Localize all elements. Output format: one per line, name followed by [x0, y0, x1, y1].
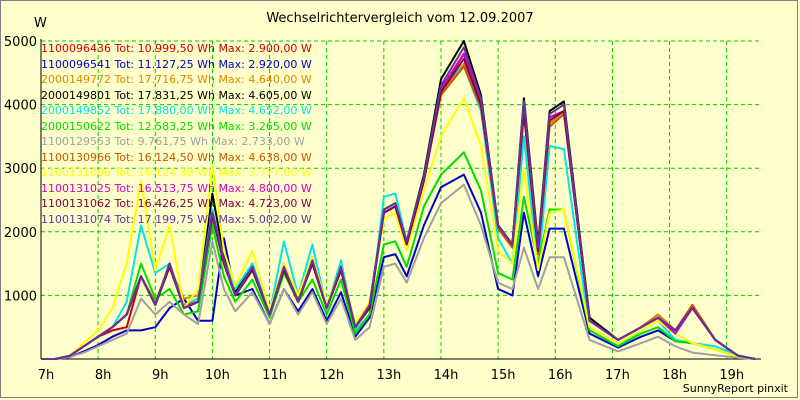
series-line-1100129553	[41, 183, 756, 360]
series-line-2000150622	[41, 151, 756, 360]
x-tick-label: 9h	[152, 368, 169, 383]
x-tick-label: 13h	[376, 368, 401, 383]
y-tick-label: 3000	[4, 162, 37, 177]
x-tick-label: 19h	[719, 368, 744, 383]
series-line-1100131008	[41, 97, 756, 360]
chart-title: Wechselrichtervergleich vom 12.09.2007	[266, 11, 534, 26]
legend-item: 1100131008 Tot: 16.124,38 Wh Max: 3.777,…	[41, 166, 312, 179]
legend-item: 1100096436 Tot: 10.999,50 Wh Max: 2.900,…	[41, 42, 312, 55]
legend-item: 2000150622 Tot: 12.583,25 Wh Max: 3.265,…	[41, 119, 312, 133]
y-tick-label: 1000	[4, 289, 37, 304]
legend-item: 1100130966 Tot: 16.124,50 Wh Max: 4.638,…	[41, 150, 312, 164]
chart-footer: SunnyReport pinxit	[682, 382, 788, 395]
legend-item: 1100129553 Tot: 9.761,75 Wh Max: 2.733,0…	[41, 135, 305, 148]
legend-item: 2000149852 Tot: 17.880,00 Wh Max: 4.652,…	[41, 104, 312, 117]
legend-item: 2000149801 Tot: 17.831,25 Wh Max: 4.605,…	[41, 88, 312, 102]
legend-item: 1100096541 Tot: 11.127,25 Wh Max: 2.920,…	[41, 57, 312, 71]
legend-item: 2000149772 Tot: 17.716,75 Wh Max: 4.640,…	[41, 73, 312, 86]
y-tick-label: 2000	[4, 226, 37, 241]
x-tick-label: 17h	[605, 368, 630, 383]
x-tick-label: 15h	[491, 368, 516, 383]
series-line-1100096541	[41, 173, 756, 360]
legend-item: 1100131025 Tot: 16.513,75 Wh Max: 4.800,…	[41, 181, 312, 195]
x-tick-label: 8h	[95, 368, 112, 383]
x-tick-label: 12h	[319, 368, 344, 383]
legend-item: 1100131074 Tot: 17.199,75 Wh Max: 5.002,…	[41, 212, 312, 226]
y-tick-label: 4000	[4, 99, 37, 114]
x-tick-label: 18h	[662, 368, 687, 383]
x-tick-label: 11h	[262, 368, 287, 383]
chart-legend: 1100096436 Tot: 10.999,50 Wh Max: 2.900,…	[41, 41, 312, 227]
series-line-1100131074	[41, 46, 756, 360]
legend-item: 1100131062 Tot: 16.426,25 Wh Max: 4.723,…	[41, 197, 312, 210]
x-tick-label: 14h	[434, 368, 459, 383]
x-tick-label: 10h	[205, 368, 230, 383]
x-tick-label: 7h	[38, 368, 55, 383]
x-tick-label: 16h	[548, 368, 573, 383]
y-tick-label: 5000	[4, 35, 37, 50]
y-axis-unit: W	[34, 16, 47, 31]
